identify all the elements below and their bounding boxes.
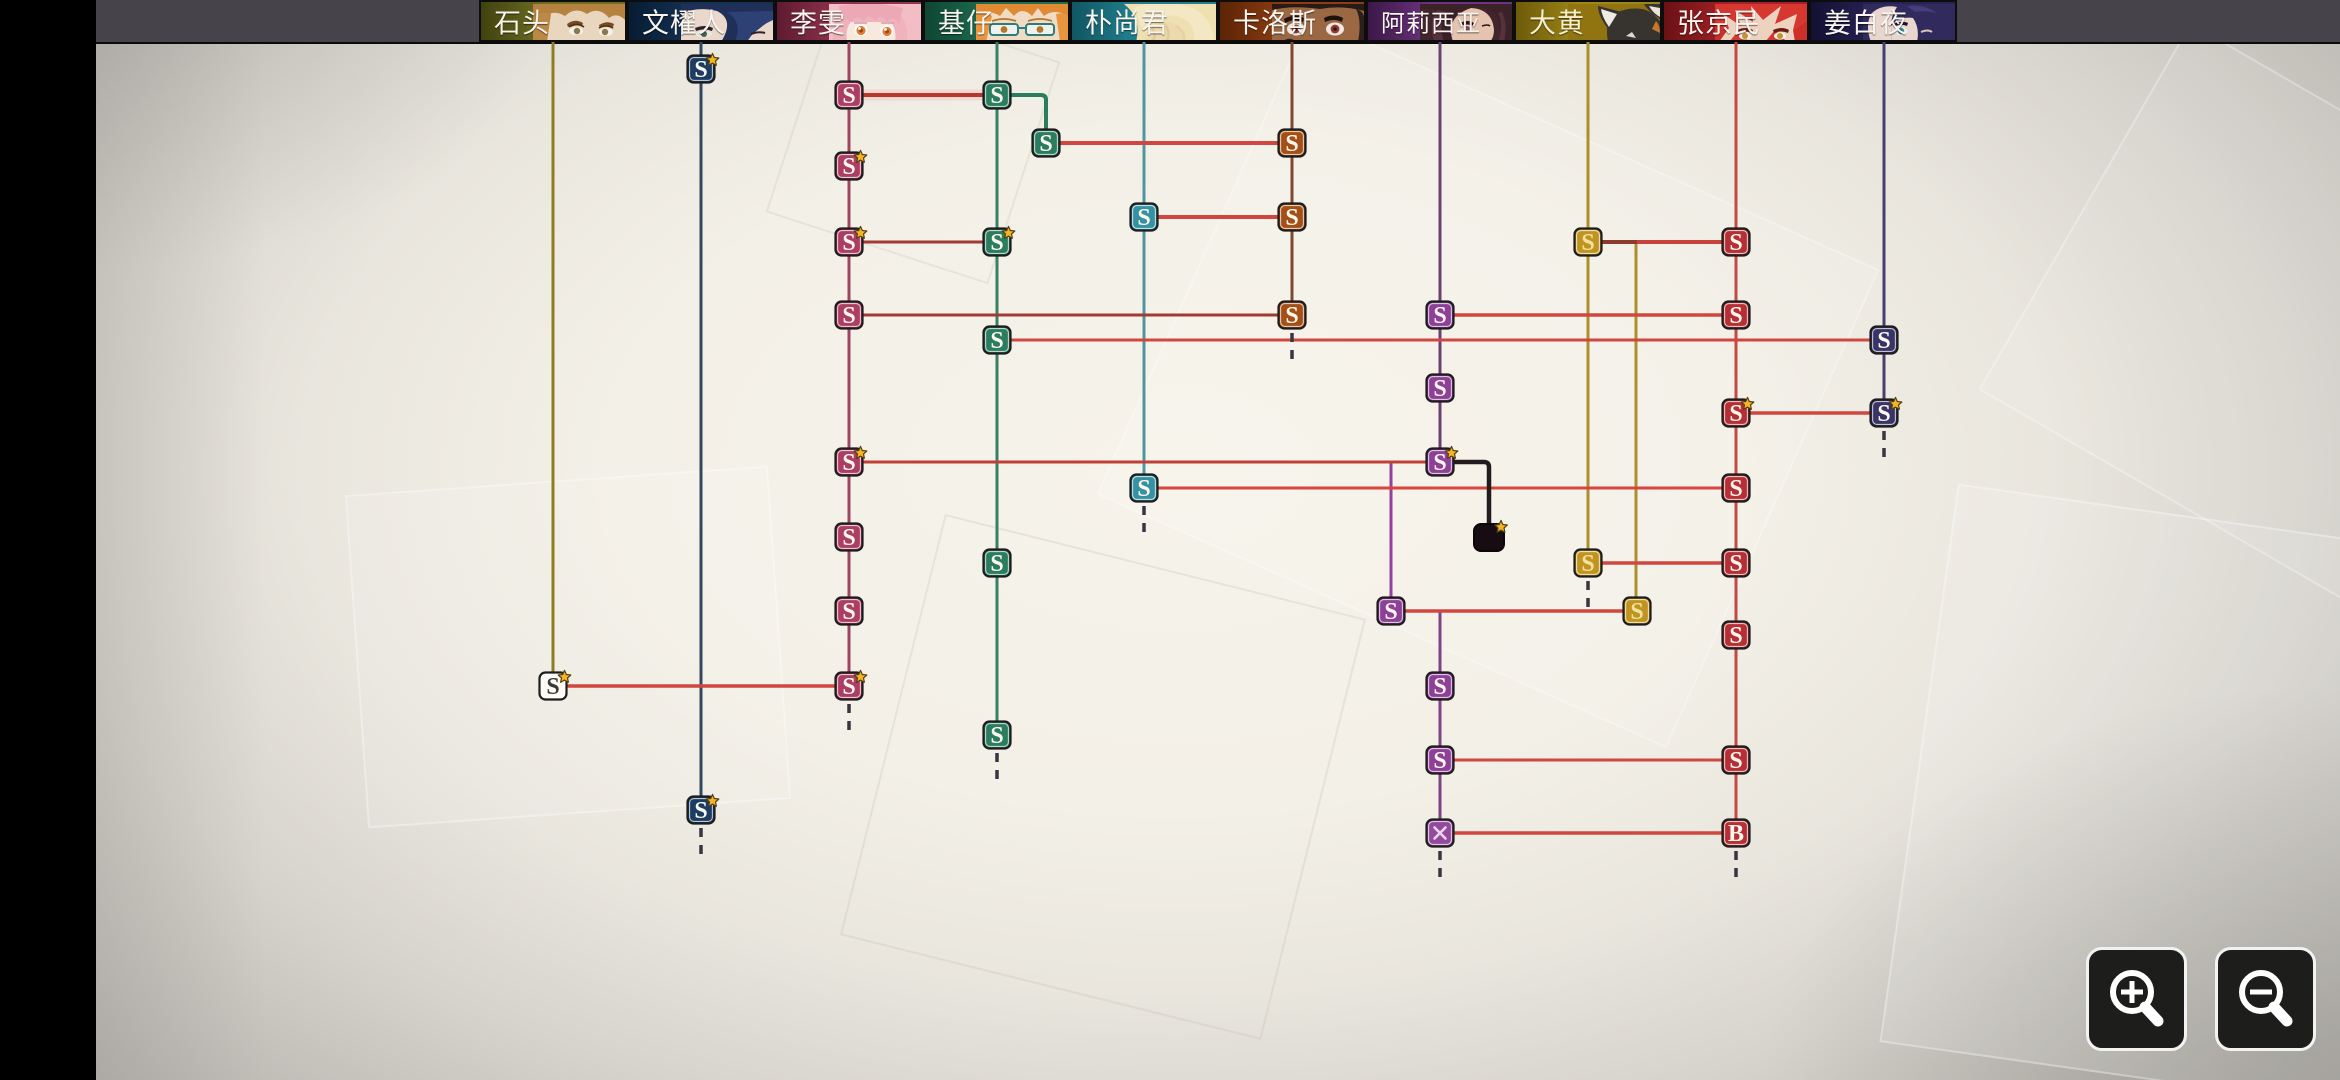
svg-text:S: S [842, 674, 855, 700]
svg-text:S: S [1581, 230, 1594, 256]
svg-text:S: S [842, 450, 855, 476]
svg-text:S: S [1285, 131, 1298, 157]
svg-text:S: S [842, 599, 855, 625]
svg-text:S: S [1729, 551, 1742, 577]
svg-text:S: S [1729, 230, 1742, 256]
svg-text:S: S [1877, 401, 1890, 427]
svg-text:S: S [694, 57, 707, 83]
svg-text:S: S [1433, 450, 1446, 476]
svg-text:S: S [1877, 328, 1890, 354]
svg-text:S: S [842, 83, 855, 109]
svg-text:S: S [990, 551, 1003, 577]
svg-text:S: S [1433, 748, 1446, 774]
svg-text:S: S [1433, 376, 1446, 402]
svg-text:S: S [842, 525, 855, 551]
svg-text:S: S [990, 328, 1003, 354]
svg-text:S: S [1039, 131, 1052, 157]
svg-text:S: S [1729, 401, 1742, 427]
svg-text:S: S [1137, 476, 1150, 502]
svg-text:S: S [1137, 205, 1150, 231]
svg-text:S: S [1384, 599, 1397, 625]
svg-text:S: S [1729, 748, 1742, 774]
svg-text:S: S [1630, 599, 1643, 625]
svg-text:S: S [1729, 303, 1742, 329]
svg-text:S: S [842, 230, 855, 256]
svg-text:S: S [990, 230, 1003, 256]
svg-text:S: S [1285, 205, 1298, 231]
svg-text:S: S [990, 723, 1003, 749]
svg-text:S: S [1285, 303, 1298, 329]
svg-text:S: S [842, 154, 855, 180]
svg-text:S: S [1581, 551, 1594, 577]
svg-text:S: S [1729, 476, 1742, 502]
svg-text:B: B [1728, 821, 1744, 847]
svg-text:S: S [1729, 623, 1742, 649]
svg-text:S: S [546, 674, 559, 700]
svg-text:S: S [842, 303, 855, 329]
svg-text:S: S [1433, 674, 1446, 700]
svg-text:S: S [694, 798, 707, 824]
svg-text:S: S [990, 83, 1003, 109]
svg-text:S: S [1433, 303, 1446, 329]
